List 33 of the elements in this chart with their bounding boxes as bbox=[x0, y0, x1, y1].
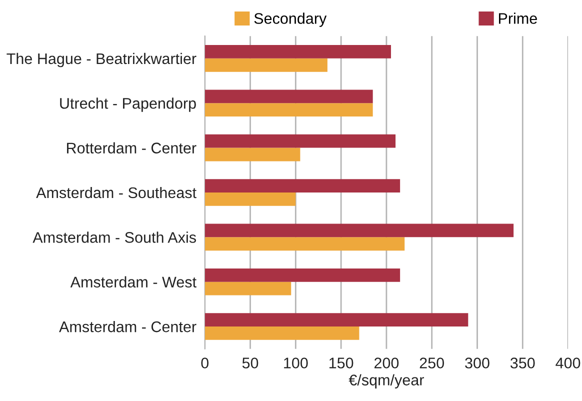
bar bbox=[204, 179, 400, 192]
y-tick-label: Amsterdam - Southeast bbox=[36, 186, 196, 198]
bar bbox=[204, 103, 373, 117]
bar bbox=[204, 134, 396, 148]
x-tick-label: 400 bbox=[556, 358, 580, 368]
x-tick-label: 300 bbox=[465, 358, 490, 368]
x-tick-label: 100 bbox=[284, 358, 308, 368]
x-tick-label: 50 bbox=[242, 358, 258, 368]
bar bbox=[204, 192, 296, 206]
bar bbox=[204, 90, 373, 104]
bar bbox=[204, 58, 328, 72]
x-tick-label: 350 bbox=[510, 358, 535, 368]
bar bbox=[204, 45, 391, 58]
x-tick-label: 200 bbox=[374, 358, 399, 368]
bar bbox=[204, 282, 292, 296]
bar bbox=[204, 268, 400, 282]
y-tick-label: Rotterdam - Center bbox=[67, 142, 196, 154]
y-tick-label: Amsterdam - Center bbox=[59, 320, 196, 332]
bar bbox=[204, 326, 360, 340]
y-tick-label: Amsterdam - South Axis bbox=[32, 232, 196, 243]
y-tick-label: Utrecht - Papendorp bbox=[60, 98, 196, 112]
legend-label: Secondary bbox=[254, 12, 327, 27]
bar bbox=[204, 237, 405, 251]
x-tick-label: 150 bbox=[329, 358, 354, 368]
legend-label: Prime bbox=[498, 12, 537, 24]
x-axis-title: €/sqm/year bbox=[348, 374, 424, 388]
x-tick-label: 250 bbox=[420, 358, 444, 368]
bar bbox=[204, 148, 300, 162]
bar bbox=[204, 313, 468, 327]
bar bbox=[204, 224, 514, 238]
x-tick-label: 0 bbox=[201, 358, 209, 368]
y-tick-label: Amsterdam - West bbox=[70, 276, 196, 288]
y-tick-label: The Hague - Beatrixkwartier bbox=[6, 52, 196, 68]
